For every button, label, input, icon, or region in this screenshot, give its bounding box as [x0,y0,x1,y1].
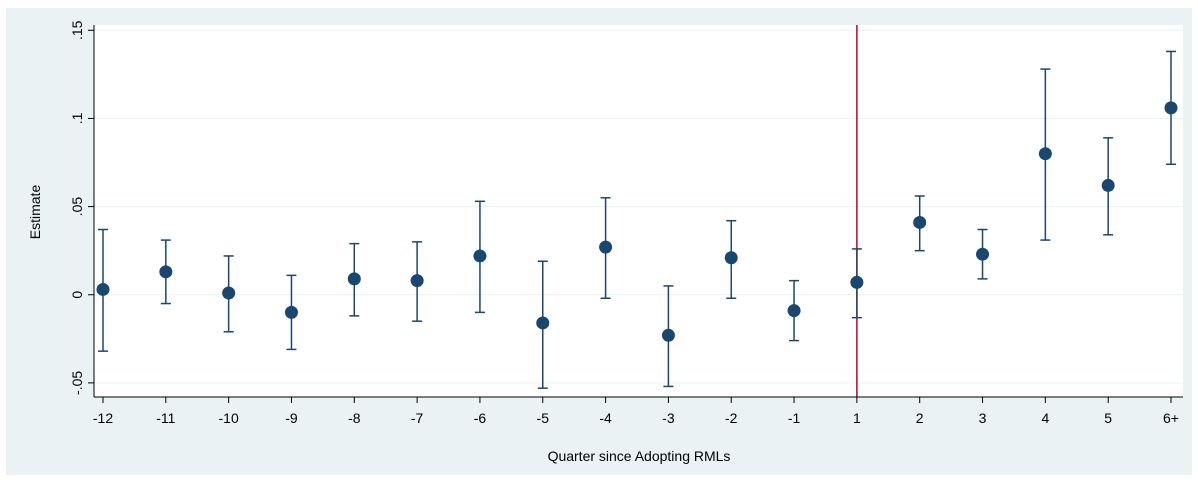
y-tick-label: .05 [69,197,85,217]
x-ticks: -12 -11 -10 -9 -8 -7 -6 -5 -4 -3 -2 -1 1 2 3 4 5 6+ [93,397,1179,426]
x-tick-label: -11 [156,410,175,426]
x-tick-label: 1 [853,410,861,426]
x-tick-label: 2 [916,410,924,426]
estimate-point [1101,178,1115,192]
estimate-point [222,286,236,300]
y-tick-label: .1 [69,112,85,124]
plot-area [94,25,1183,397]
estimate-point [599,240,613,254]
x-tick-label: -5 [537,410,550,426]
y-tick-label: 0 [69,291,85,299]
estimate-point [347,272,361,286]
x-tick-label: 4 [1041,410,1049,426]
estimate-points [96,101,1178,342]
x-tick-label: 3 [979,410,987,426]
estimate-point [850,275,864,289]
estimate-point [159,265,173,279]
x-tick-label: -12 [93,410,113,426]
x-axis-title: Quarter since Adopting RMLs [548,448,731,464]
estimate-point [536,316,550,330]
x-tick-label: -4 [599,410,612,426]
y-axis-title: Estimate [27,185,43,240]
y-ticks: -.05 0 .05 .1 .15 [69,20,94,395]
estimate-point [913,215,927,229]
estimate-point [410,274,424,288]
x-tick-label: 5 [1104,410,1112,426]
x-tick-label: -6 [474,410,487,426]
estimate-point [96,282,110,296]
gridlines [94,29,1183,384]
estimate-point [473,249,487,263]
x-tick-label: -3 [662,410,675,426]
estimate-point [787,304,801,318]
x-tick-label: -7 [411,410,424,426]
y-tick-label: .15 [69,20,85,40]
x-tick-label: -8 [348,410,361,426]
x-tick-label: -9 [285,410,298,426]
estimate-point [284,305,298,319]
x-tick-label: -2 [725,410,738,426]
estimate-point [1164,101,1178,115]
estimate-point [1038,147,1052,161]
y-tick-label: -.05 [69,371,85,395]
x-tick-label: 6+ [1163,410,1179,426]
x-tick-label: -10 [219,410,239,426]
estimate-point [661,328,675,342]
estimate-point [976,247,990,261]
x-tick-label: -1 [788,410,801,426]
estimate-point [724,251,738,265]
